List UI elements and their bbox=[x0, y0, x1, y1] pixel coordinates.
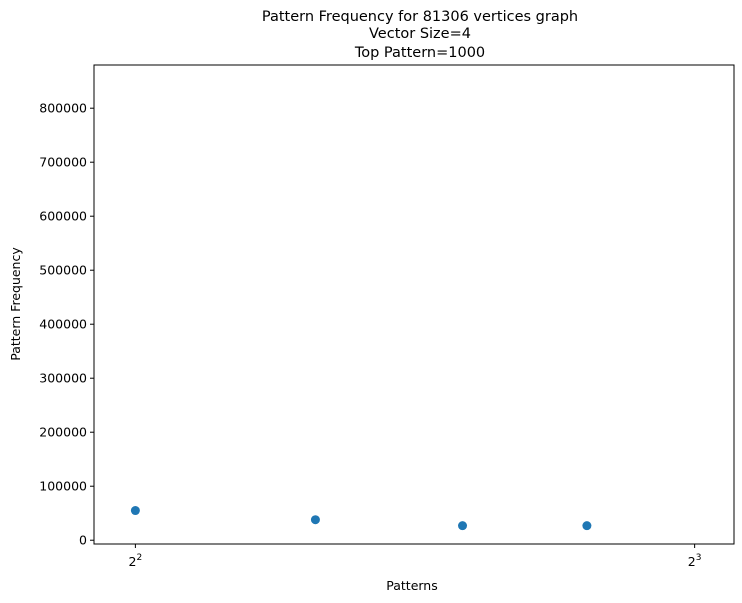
y-axis-label: Pattern Frequency bbox=[8, 247, 23, 361]
x-axis: 22 23 bbox=[129, 544, 702, 569]
data-point bbox=[582, 521, 592, 531]
y-tick-label: 300000 bbox=[39, 371, 87, 386]
title-line-1: Pattern Frequency for 81306 vertices gra… bbox=[262, 9, 578, 25]
x-axis-label: Patterns bbox=[386, 578, 437, 593]
y-tick-label: 100000 bbox=[39, 479, 87, 494]
data-point bbox=[130, 506, 140, 516]
title-line-3: Top Pattern=1000 bbox=[354, 45, 485, 61]
y-tick-label: 0 bbox=[79, 533, 87, 548]
y-tick-label: 600000 bbox=[39, 209, 87, 224]
title-line-2: Vector Size=4 bbox=[369, 26, 471, 42]
data-points bbox=[130, 506, 592, 531]
plot-area-frame bbox=[93, 64, 735, 545]
x-tick-label: 23 bbox=[688, 553, 702, 569]
x-tick-label: 22 bbox=[129, 553, 143, 569]
y-tick-label: 200000 bbox=[39, 425, 87, 440]
y-tick-label: 500000 bbox=[39, 263, 87, 278]
data-point bbox=[458, 521, 468, 531]
chart-title: Pattern Frequency for 81306 vertices gra… bbox=[262, 9, 578, 61]
y-tick-label: 800000 bbox=[39, 101, 87, 116]
y-axis: 0 100000 200000 300000 400000 500000 600000 700… bbox=[39, 101, 94, 548]
data-point bbox=[310, 515, 320, 525]
y-tick-label: 400000 bbox=[39, 317, 87, 332]
y-tick-label: 700000 bbox=[39, 155, 87, 170]
